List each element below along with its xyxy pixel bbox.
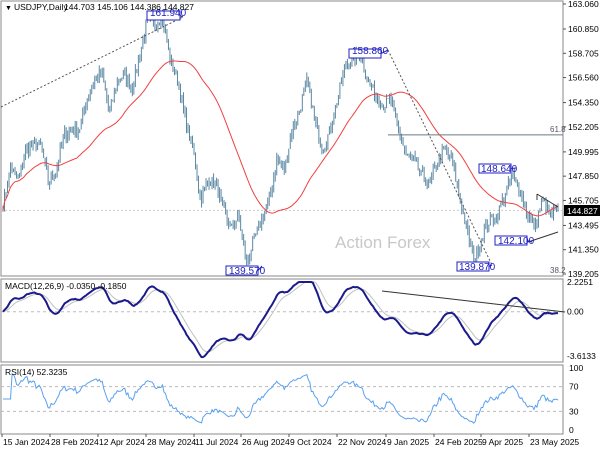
macd-title: MACD(12,26,9) -0.0350 -0.1850 bbox=[5, 281, 127, 291]
x-tick-label: 9 Oct 2024 bbox=[290, 437, 332, 447]
level-label-connector bbox=[526, 240, 533, 243]
trend-line-dotted bbox=[0, 16, 184, 108]
y-tick-label: 152.205 bbox=[568, 122, 599, 132]
x-tick-label: 15 Jan 2024 bbox=[3, 437, 50, 447]
rsi-y-label: 100 bbox=[569, 363, 583, 373]
fibo-382-label: 38.2 bbox=[550, 266, 566, 275]
x-tick-label: 22 Nov 2024 bbox=[338, 437, 386, 447]
triangle-upper-line bbox=[536, 193, 559, 208]
last-price-label: 144.827 bbox=[567, 206, 598, 216]
rsi-y-label: 0 bbox=[569, 425, 574, 435]
ohlc-readout: 144.703 145.106 144.386 144.827 bbox=[64, 2, 194, 12]
triangle-lower-line bbox=[527, 231, 559, 243]
y-tick-label: 141.350 bbox=[568, 245, 599, 255]
level-label-connector bbox=[510, 167, 517, 169]
watermark: Action Forex bbox=[335, 233, 431, 252]
macd-y-label: 2.2251 bbox=[567, 277, 593, 287]
y-tick-label: 145.705 bbox=[568, 195, 599, 205]
y-tick-label: 149.995 bbox=[568, 147, 599, 157]
macd-line bbox=[2, 281, 559, 359]
x-tick-label: 24 Feb 2025 bbox=[435, 437, 483, 447]
moving-average-line bbox=[2, 60, 559, 217]
y-tick-label: 139.205 bbox=[568, 269, 599, 279]
macd-y-label: 0.00 bbox=[567, 307, 584, 317]
macd-signal-line bbox=[2, 281, 559, 353]
x-tick-label: 26 Aug 2024 bbox=[242, 437, 290, 447]
fibo-618-label: 61.8 bbox=[550, 125, 566, 134]
label-148640: 148.640 bbox=[481, 164, 518, 175]
x-tick-label: 11 Jul 2024 bbox=[195, 437, 239, 447]
x-tick-label: 28 May 2024 bbox=[147, 437, 196, 447]
label-161940: 161.940 bbox=[150, 8, 187, 19]
x-tick-label: 28 Feb 2024 bbox=[51, 437, 99, 447]
y-tick-label: 154.350 bbox=[568, 98, 599, 108]
macd-trend-line bbox=[381, 290, 566, 313]
label-158860: 158.860 bbox=[352, 46, 389, 57]
y-tick-label: 143.495 bbox=[568, 220, 599, 230]
x-tick-label: 12 Apr 2024 bbox=[99, 437, 145, 447]
y-tick-label: 158.705 bbox=[568, 48, 599, 58]
rsi-line bbox=[3, 373, 559, 424]
label-139870: 139.870 bbox=[459, 262, 496, 273]
main-panel bbox=[0, 0, 564, 277]
rsi-panel bbox=[0, 364, 564, 435]
x-tick-label: 9 Apr 2025 bbox=[482, 437, 523, 447]
chart-title: USDJPY,Daily bbox=[14, 2, 68, 12]
symbol-dropdown-icon[interactable]: ▼ bbox=[5, 5, 12, 12]
y-tick-label: 160.850 bbox=[568, 24, 599, 34]
y-tick-label: 147.850 bbox=[568, 171, 599, 181]
macd-y-label: -3.6133 bbox=[567, 351, 596, 361]
x-tick-label: 23 May 2025 bbox=[530, 437, 579, 447]
level-label-connector bbox=[257, 265, 263, 271]
label-139570: 139.570 bbox=[229, 266, 266, 277]
rsi-y-label: 30 bbox=[569, 406, 579, 416]
x-tick-label: 9 Jan 2025 bbox=[387, 437, 429, 447]
macd-panel bbox=[0, 278, 564, 363]
y-tick-label: 156.560 bbox=[568, 73, 599, 83]
last-price-box bbox=[564, 205, 600, 216]
rsi-title: RSI(14) 52.3235 bbox=[5, 367, 68, 377]
level-label-connector bbox=[380, 49, 389, 54]
y-tick-label: 163.060 bbox=[568, 0, 599, 9]
level-label-connector bbox=[488, 264, 493, 267]
rsi-y-label: 70 bbox=[569, 382, 579, 392]
label-142100: 142.100 bbox=[498, 236, 535, 247]
level-label-connector bbox=[179, 15, 184, 18]
